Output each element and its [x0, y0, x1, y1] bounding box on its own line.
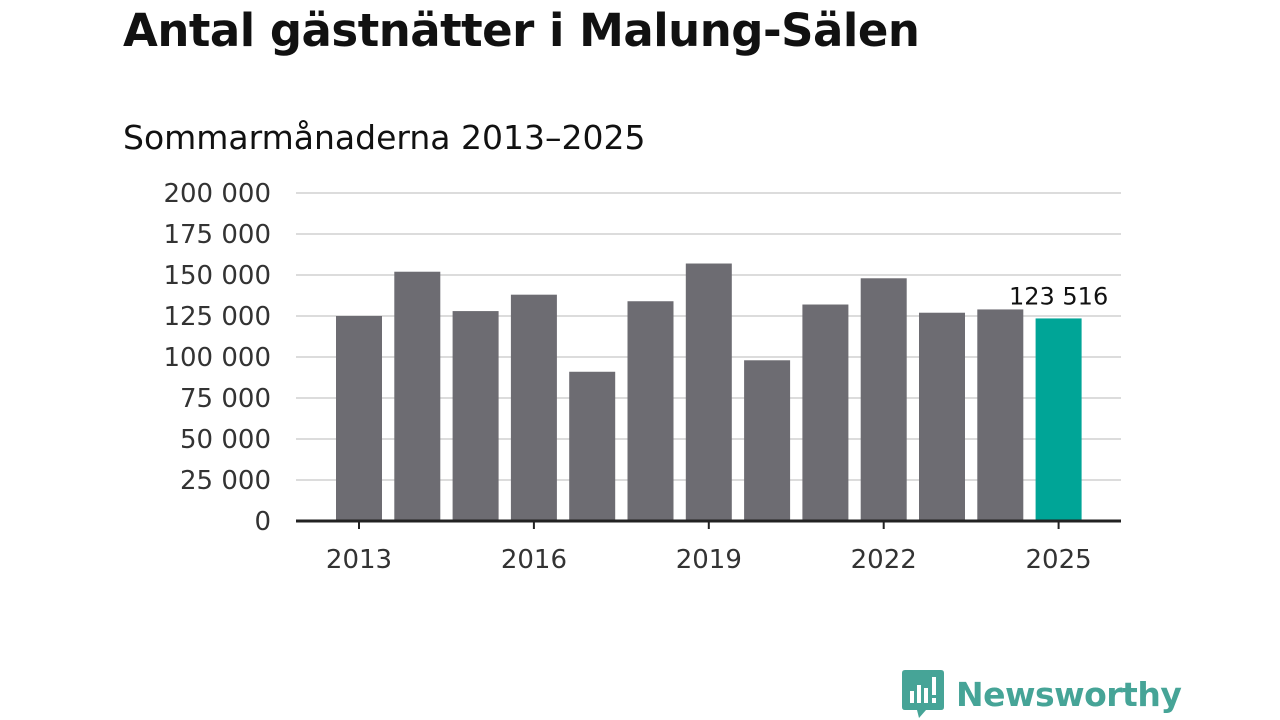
x-tick-label: 2013 [326, 545, 392, 575]
bar-2015 [452, 311, 499, 521]
bar-2022 [860, 278, 907, 521]
bar-2017 [569, 371, 616, 521]
newsworthy-brand: Newsworthy [902, 669, 1182, 719]
bar-2021 [802, 304, 849, 521]
y-tick-label: 125 000 [163, 302, 271, 332]
y-tick-label: 25 000 [180, 466, 271, 496]
x-tick-label: 2019 [676, 545, 742, 575]
y-tick-label: 175 000 [163, 220, 271, 250]
y-tick-label: 0 [254, 507, 271, 537]
bar-2016 [510, 294, 557, 521]
bar-2014 [394, 271, 441, 521]
bar-2024 [977, 309, 1024, 521]
y-tick-label: 100 000 [163, 343, 271, 373]
bar-2013 [336, 316, 382, 521]
data-label-2025: 123 516 [1009, 282, 1108, 310]
data-labels: 123 516 [1009, 282, 1108, 310]
newsworthy-logo-icon [902, 670, 944, 718]
y-axis: 0 25 000 50 000 75 000 100 000 125 000 150 000… [163, 179, 271, 537]
chart-subtitle: Sommarmånaderna 2013–2025 [123, 118, 646, 157]
brand-name: Newsworthy [956, 674, 1182, 714]
chart-title: Antal gästnätter i Malung-Sälen [123, 4, 920, 57]
y-tick-label: 75 000 [180, 384, 271, 414]
bar-2025 [1035, 318, 1082, 521]
y-tick-label: 200 000 [163, 179, 271, 209]
x-axis: 2013 2016 2019 2022 2025 [296, 519, 1121, 575]
bars [336, 263, 1082, 521]
y-tick-label: 50 000 [180, 425, 271, 455]
x-tick-label: 2025 [1026, 545, 1092, 575]
bar-2018 [627, 301, 674, 521]
bar-2020 [744, 360, 791, 521]
x-tick-label: 2022 [851, 545, 917, 575]
bar-2023 [919, 312, 965, 521]
y-tick-label: 150 000 [163, 261, 271, 291]
bar-2019 [685, 263, 732, 521]
x-tick-label: 2016 [501, 545, 567, 575]
